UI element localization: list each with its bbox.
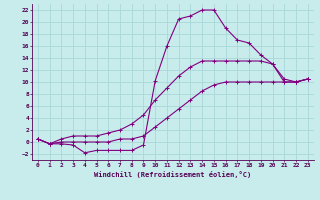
X-axis label: Windchill (Refroidissement éolien,°C): Windchill (Refroidissement éolien,°C) bbox=[94, 171, 252, 178]
